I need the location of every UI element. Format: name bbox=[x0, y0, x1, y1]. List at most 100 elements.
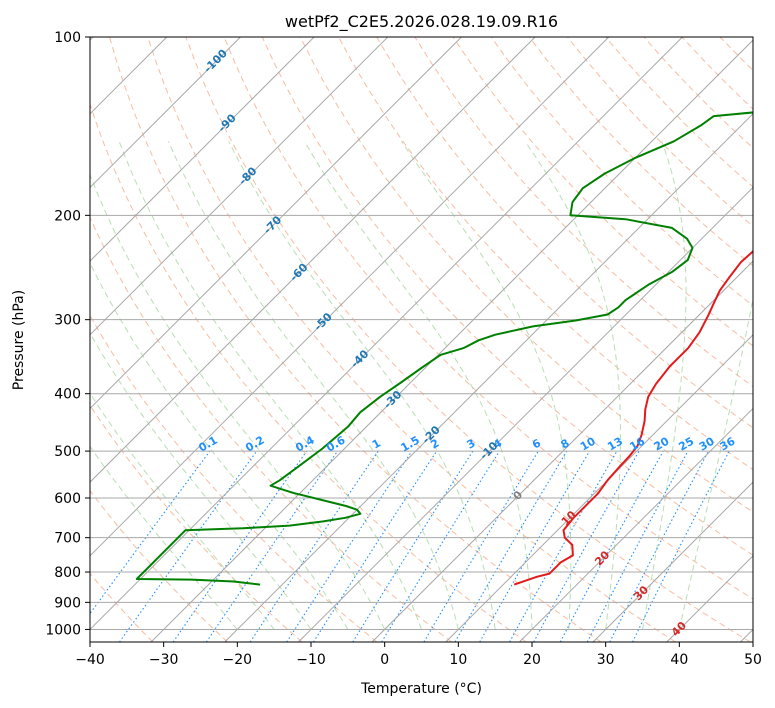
isotherm-line bbox=[90, 37, 389, 336]
isotherm-label: -80 bbox=[236, 164, 259, 187]
y-tick-label: 700 bbox=[54, 531, 81, 547]
mixing-ratio-line bbox=[119, 450, 258, 642]
moist-adiabat bbox=[90, 445, 238, 630]
dry-adiabat bbox=[90, 489, 228, 642]
grid bbox=[90, 37, 753, 642]
dry-adiabat bbox=[109, 37, 602, 642]
dry-adiabat bbox=[90, 314, 378, 642]
dry-adiabat bbox=[719, 37, 753, 71]
isotherm-label: -20 bbox=[420, 423, 443, 446]
temperature-profile-line bbox=[513, 250, 753, 586]
x-axis-label: Temperature (°C) bbox=[360, 681, 482, 697]
dry-adiabat bbox=[528, 37, 753, 267]
dry-adiabat bbox=[0, 37, 3, 642]
isotherm-line bbox=[592, 481, 753, 642]
isotherm-line bbox=[90, 37, 610, 557]
moist-adiabat bbox=[228, 141, 496, 630]
dry-adiabat bbox=[452, 37, 753, 347]
sounding-profiles bbox=[135, 111, 753, 586]
y-tick-label: 400 bbox=[54, 387, 81, 403]
y-axis-ticks: 100 200 300 400 500 600 700 800 900 1000 bbox=[45, 30, 90, 638]
isotherm-line bbox=[90, 37, 241, 189]
dry-adiabat bbox=[414, 37, 753, 388]
x-tick-label: −30 bbox=[149, 652, 179, 668]
dry-adiabat bbox=[299, 37, 753, 513]
isotherm-label: 40 bbox=[669, 619, 689, 639]
moist-adiabat bbox=[642, 141, 687, 630]
mixing-ratio-line bbox=[423, 450, 539, 642]
y-tick-label: 100 bbox=[54, 30, 81, 46]
dry-adiabat bbox=[90, 404, 303, 642]
isotherm-label: -90 bbox=[216, 111, 239, 134]
y-tick-label: 500 bbox=[54, 444, 81, 460]
dry-adiabat bbox=[147, 37, 676, 642]
mixing-ratio-line bbox=[352, 450, 474, 642]
dry-adiabat bbox=[376, 37, 753, 429]
isotherm-line bbox=[150, 39, 753, 642]
isotherm-line bbox=[90, 37, 315, 262]
moist-adiabat bbox=[118, 141, 422, 630]
mixing-ratio-label: 6 bbox=[530, 436, 543, 451]
isotherm-label: -100 bbox=[201, 47, 230, 76]
mixing-ratio-line bbox=[509, 450, 618, 642]
dry-adiabat bbox=[643, 37, 753, 149]
moist-adiabat bbox=[90, 261, 349, 630]
dry-adiabat bbox=[261, 37, 753, 556]
moist-adiabat bbox=[90, 173, 386, 630]
x-tick-label: 20 bbox=[523, 652, 541, 668]
y-tick-label: 600 bbox=[54, 491, 81, 507]
x-tick-label: −40 bbox=[75, 652, 105, 668]
x-axis-ticks: −40 −30 −20 −10 0 10 20 30 40 50 bbox=[75, 642, 762, 668]
isotherm-line bbox=[90, 37, 462, 410]
chart-title: wetPf2_C2E5.2026.028.19.09.R16 bbox=[285, 12, 558, 32]
mixing-ratio-line bbox=[90, 450, 211, 615]
isotherm-line bbox=[666, 555, 753, 642]
x-tick-label: −10 bbox=[296, 652, 326, 668]
mixing-ratio-line bbox=[313, 450, 438, 642]
dewpoint-profile-line bbox=[135, 111, 753, 586]
x-tick-label: 40 bbox=[670, 652, 688, 668]
mixing-ratio-label: 3 bbox=[465, 437, 478, 452]
dry-adiabat bbox=[90, 102, 527, 642]
y-tick-label: 200 bbox=[54, 208, 81, 224]
x-tick-label: 50 bbox=[744, 652, 762, 668]
mixing-ratio-line bbox=[205, 450, 338, 642]
mixing-ratio-line bbox=[533, 450, 640, 642]
dry-adiabat bbox=[223, 37, 753, 600]
isotherm-line bbox=[371, 260, 753, 642]
x-tick-label: −20 bbox=[223, 652, 253, 668]
y-tick-label: 900 bbox=[54, 595, 81, 611]
x-tick-label: 30 bbox=[597, 652, 615, 668]
y-tick-label: 300 bbox=[54, 313, 81, 329]
moist-adiabat bbox=[90, 332, 312, 630]
dry-adiabat bbox=[605, 37, 753, 188]
mixing-ratio-line bbox=[586, 450, 689, 642]
isotherm-line bbox=[90, 37, 683, 631]
plot-frame bbox=[89, 36, 754, 643]
isotherm-line bbox=[519, 407, 753, 642]
mixing-ratio-line bbox=[609, 450, 709, 642]
isotherm-line bbox=[90, 37, 536, 483]
isotherm-line bbox=[224, 113, 753, 642]
mixing-ratio-line bbox=[632, 450, 730, 642]
isotherm-line bbox=[740, 628, 753, 642]
moist-adiabat bbox=[167, 141, 459, 630]
moist-adiabat bbox=[90, 392, 275, 630]
y-tick-label: 1000 bbox=[45, 622, 81, 638]
moist-adiabat bbox=[401, 141, 572, 630]
dry-adiabat bbox=[490, 37, 753, 307]
mixing-ratio-line bbox=[381, 450, 500, 642]
mixing-ratio-line bbox=[286, 450, 413, 642]
x-tick-label: 0 bbox=[380, 652, 389, 668]
moist-adiabat bbox=[303, 141, 533, 630]
y-tick-label: 800 bbox=[54, 565, 81, 581]
x-tick-label: 10 bbox=[449, 652, 467, 668]
mixing-ratio-line bbox=[172, 450, 308, 642]
mixing-ratio-line bbox=[559, 450, 664, 642]
isotherm-line bbox=[298, 186, 753, 642]
moist-adiabat bbox=[678, 295, 753, 630]
isotherm-line bbox=[445, 334, 753, 642]
mixing-ratio-line bbox=[249, 450, 379, 642]
dry-adiabat bbox=[338, 37, 753, 471]
